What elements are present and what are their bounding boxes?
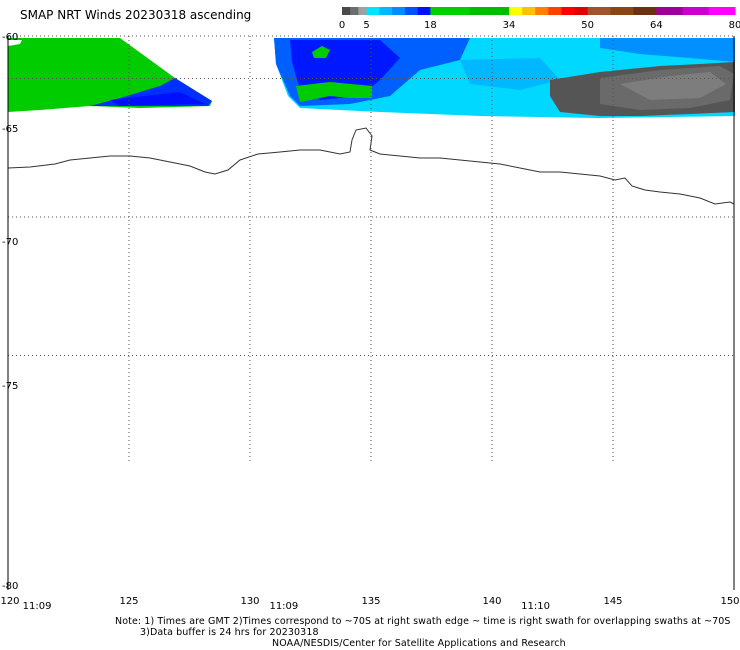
colorbar-swatch	[417, 7, 431, 15]
latitude-label: -70	[2, 237, 19, 248]
swath-time-label: 11:09	[22, 601, 52, 612]
colorbar-swatch	[404, 7, 419, 15]
colorbar-tick-label: 0	[338, 20, 346, 31]
longitude-label: 145	[603, 596, 623, 607]
colorbar-swatch	[610, 7, 634, 15]
swath-time-label: 11:09	[269, 601, 299, 612]
longitude-label: 120	[0, 596, 20, 607]
colorbar-tick-label: 34	[502, 20, 516, 31]
colorbar-tick-label: 80	[728, 20, 740, 31]
colorbar-swatch	[509, 7, 523, 15]
colorbar-swatch	[366, 7, 380, 15]
wind-speed-colorbar	[342, 7, 736, 15]
wind-swath-right	[274, 38, 735, 118]
colorbar-swatch	[469, 7, 510, 15]
colorbar-swatch	[350, 7, 359, 15]
colorbar-tick-label: 50	[581, 20, 594, 31]
longitude-label: 140	[482, 596, 502, 607]
colorbar-swatch	[548, 7, 562, 15]
antarctic-coastline	[7, 127, 735, 205]
colorbar-tick-label: 18	[424, 20, 437, 31]
note-line-2: 3)Data buffer is 24 hrs for 20230318	[140, 627, 319, 638]
note-line-3: NOAA/NESDIS/Center for Satellite Applica…	[272, 638, 566, 649]
latitude-label: -80	[2, 581, 19, 592]
longitude-label: 130	[240, 596, 260, 607]
colorbar-tick-label: 64	[650, 20, 663, 31]
colorbar-swatch	[522, 7, 536, 15]
colorbar-swatch	[574, 7, 589, 15]
lat-lon-grid	[8, 35, 734, 464]
colorbar-tick-label: 5	[363, 20, 370, 31]
map-frame	[7, 36, 735, 590]
colorbar-swatch	[392, 7, 406, 15]
colorbar-swatch	[561, 7, 576, 15]
colorbar-swatch	[342, 7, 351, 15]
colorbar-swatch	[682, 7, 710, 15]
latitude-label: -65	[2, 124, 19, 135]
wind-swath-left	[8, 38, 212, 112]
longitude-label: 135	[361, 596, 381, 607]
colorbar-swatch	[656, 7, 684, 15]
longitude-label: 125	[119, 596, 139, 607]
swath-time-label: 11:10	[521, 601, 550, 612]
colorbar-swatch	[587, 7, 612, 15]
longitude-label: 150	[720, 596, 740, 607]
colorbar-swatch	[379, 7, 393, 15]
latitude-label: -60	[2, 32, 19, 43]
chart-title: SMAP NRT Winds 20230318 ascending	[20, 8, 252, 22]
colorbar-swatch	[358, 7, 368, 15]
colorbar-swatch	[633, 7, 657, 15]
note-line-1: Note: 1) Times are GMT 2)Times correspon…	[115, 616, 731, 627]
latitude-label: -75	[2, 381, 19, 392]
colorbar-swatch	[430, 7, 471, 15]
colorbar-swatch	[535, 7, 549, 15]
colorbar-swatch	[708, 7, 736, 15]
